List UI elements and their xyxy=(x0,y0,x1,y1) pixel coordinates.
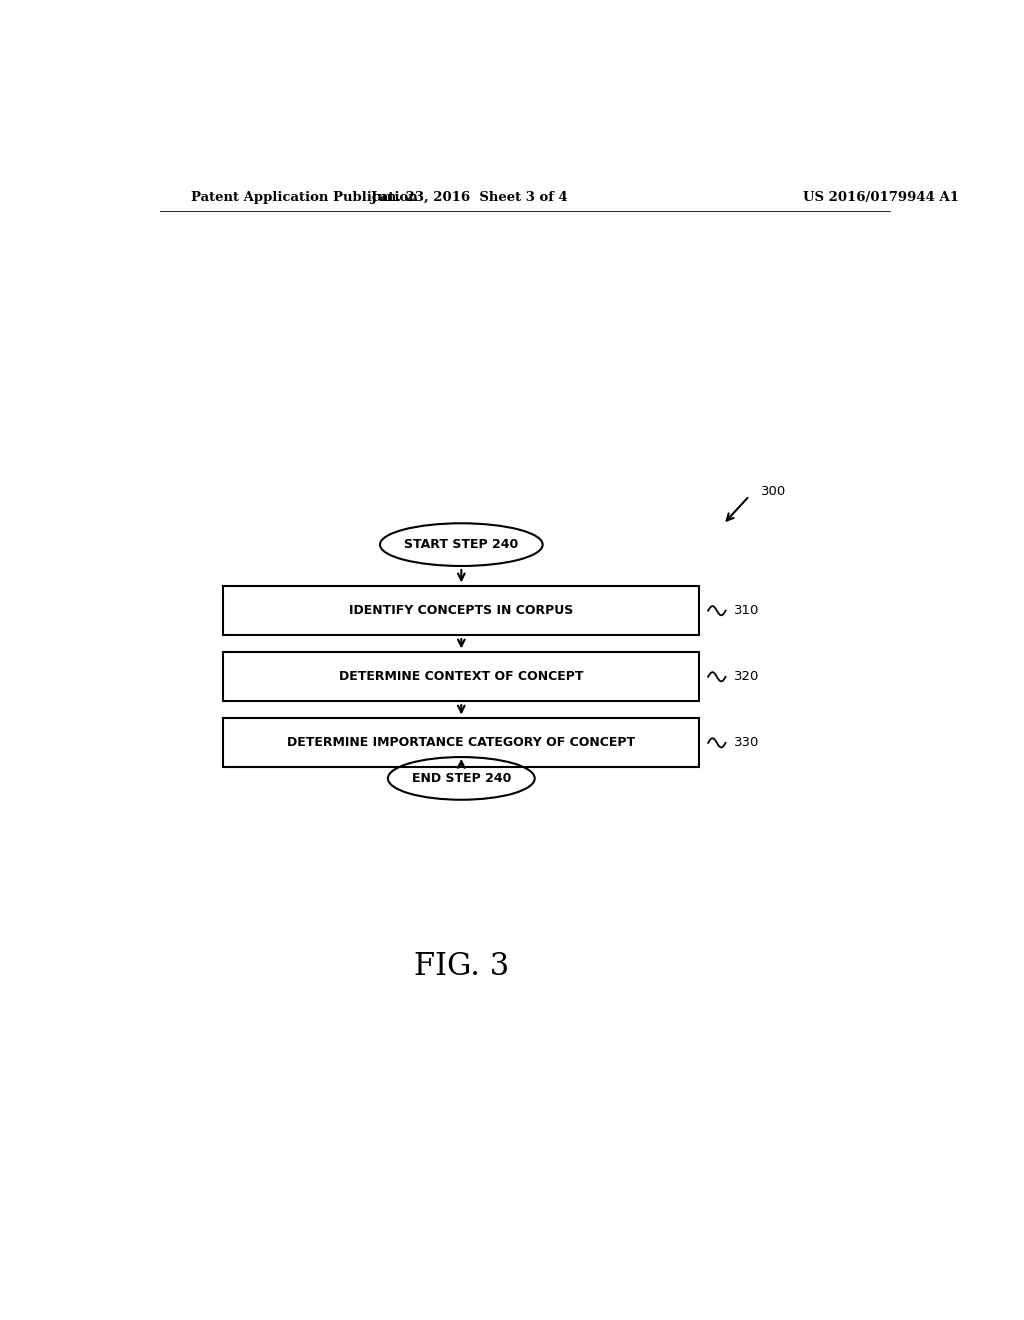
Text: START STEP 240: START STEP 240 xyxy=(404,539,518,552)
Text: END STEP 240: END STEP 240 xyxy=(412,772,511,785)
Text: 300: 300 xyxy=(761,486,785,498)
Text: 320: 320 xyxy=(734,671,760,684)
Text: FIG. 3: FIG. 3 xyxy=(414,950,509,982)
Text: Patent Application Publication: Patent Application Publication xyxy=(191,190,418,203)
Text: Jun. 23, 2016  Sheet 3 of 4: Jun. 23, 2016 Sheet 3 of 4 xyxy=(371,190,567,203)
Text: US 2016/0179944 A1: US 2016/0179944 A1 xyxy=(803,190,958,203)
Text: 330: 330 xyxy=(734,737,760,750)
Text: DETERMINE CONTEXT OF CONCEPT: DETERMINE CONTEXT OF CONCEPT xyxy=(339,671,584,684)
Text: 310: 310 xyxy=(734,605,760,618)
Text: DETERMINE IMPORTANCE CATEGORY OF CONCEPT: DETERMINE IMPORTANCE CATEGORY OF CONCEPT xyxy=(288,737,635,750)
Text: IDENTIFY CONCEPTS IN CORPUS: IDENTIFY CONCEPTS IN CORPUS xyxy=(349,605,573,618)
